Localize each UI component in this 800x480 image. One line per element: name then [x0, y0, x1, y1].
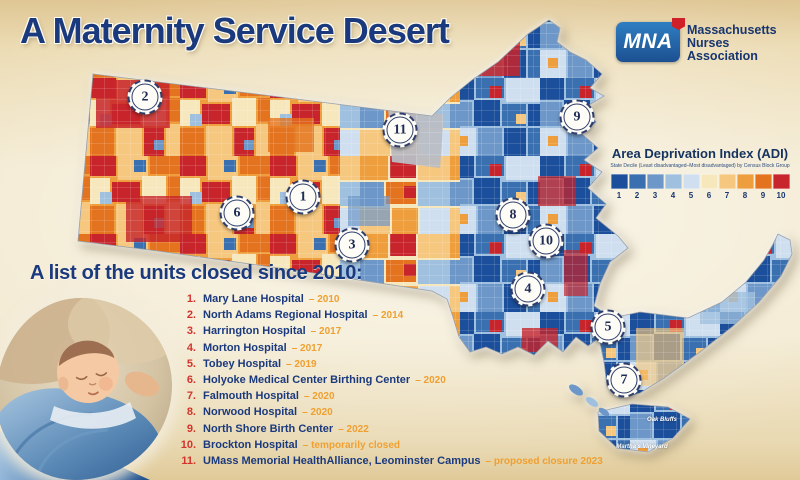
closure-number: 9. [186, 422, 196, 435]
closure-note: – 2020 [415, 374, 446, 386]
closure-number: 4. [186, 341, 196, 354]
map-marker-3: 3 [334, 227, 370, 263]
closure-number: 3. [186, 325, 196, 338]
map-label: Oak Bluffs [647, 417, 677, 423]
mna-org-name: Massachusetts Nurses Association [687, 22, 777, 63]
closure-list-item: 10. Brockton Hospital – temporarily closed [170, 439, 630, 451]
closure-list-item: 8. Norwood Hospital – 2020 [170, 406, 630, 418]
closure-name: Tobey Hospital [203, 357, 282, 370]
map-marker-11: 11 [382, 112, 418, 148]
closure-note: – 2014 [372, 310, 404, 322]
closure-number: 2. [186, 309, 196, 322]
map-marker-1: 1 [285, 179, 321, 215]
closure-list-item: 9. North Shore Birth Center – 2022 [170, 423, 630, 435]
marker-number: 11 [393, 122, 407, 137]
closures-list-section: A list of the units closed since 2010: 1… [30, 262, 630, 471]
map-marker-9: 9 [559, 99, 595, 135]
org-line-3: Association [687, 49, 758, 64]
closure-number: 11. [181, 454, 196, 467]
marker-number: 8 [509, 207, 517, 222]
closure-list-item: 5. Tobey Hospital – 2019 [170, 358, 630, 370]
map-marker-8: 8 [495, 197, 531, 233]
closure-number: 1. [186, 293, 196, 305]
closures-list: 1. Mary Lane Hospital – 2010 2. North Adams … [30, 293, 630, 467]
map-marker-10: 10 [528, 223, 564, 259]
closure-name: Harrington Hospital [203, 325, 306, 338]
closure-note: – 2017 [310, 326, 342, 338]
mna-logo-red-flag-icon [672, 18, 685, 30]
closure-note: – 2010 [308, 294, 340, 305]
closure-list-item: 3. Harrington Hospital – 2017 [170, 325, 630, 337]
closure-name: North Shore Birth Center [203, 422, 334, 435]
closure-name: UMass Memorial HealthAlliance, Leominste… [203, 454, 481, 467]
closure-list-item: 6. Holyoke Medical Center Birthing Center… [170, 374, 630, 386]
closure-list-item: 4. Morton Hospital – 2017 [170, 342, 630, 354]
closure-list-item: 1. Mary Lane Hospital – 2010 [170, 293, 630, 305]
closure-list-item: 2. North Adams Regional Hospital – 2014 [170, 309, 630, 321]
marker-number: 1 [299, 189, 307, 204]
mna-logo: MNA Massachusetts Nurses Association [616, 18, 777, 63]
closures-heading: A list of the units closed since 2010: [30, 262, 363, 284]
marker-number: 3 [348, 237, 356, 252]
closure-list-item: 7. Falmouth Hospital – 2020 [170, 390, 630, 402]
marker-number: 6 [233, 205, 241, 220]
closure-number: 5. [186, 357, 196, 370]
closure-note: – 2020 [302, 407, 333, 419]
marker-number: 2 [141, 89, 149, 104]
closure-name: Holyoke Medical Center Birthing Center [203, 373, 411, 386]
closure-number: 7. [186, 390, 196, 403]
mna-acronym: MNA [623, 30, 673, 53]
closure-list-item: 11. UMass Memorial HealthAlliance, Leomin… [170, 455, 630, 467]
closure-note: – 2020 [303, 391, 335, 403]
closure-name: Mary Lane Hospital [203, 293, 304, 305]
closure-number: 8. [186, 406, 196, 419]
marker-number: 10 [539, 233, 553, 248]
closure-number: 10. [180, 438, 196, 451]
closure-name: Brockton Hospital [203, 438, 298, 451]
closure-note: – 2019 [286, 358, 317, 370]
marker-number: 9 [573, 109, 581, 124]
closure-name: Falmouth Hospital [203, 390, 299, 403]
page-title: A Maternity Service Desert [20, 10, 450, 51]
closure-note: – 2017 [291, 342, 323, 354]
closure-name: Norwood Hospital [203, 406, 298, 419]
closure-note: – proposed closure 2023 [485, 455, 603, 467]
closure-name: Morton Hospital [203, 341, 287, 354]
closure-name: North Adams Regional Hospital [203, 309, 368, 322]
closure-number: 6. [186, 373, 196, 386]
map-marker-2: 2 [127, 79, 163, 115]
mna-logo-mark: MNA [616, 18, 685, 62]
closure-note: – 2022 [338, 423, 369, 435]
closure-note: – temporarily closed [302, 439, 400, 451]
map-marker-6: 6 [219, 195, 255, 231]
